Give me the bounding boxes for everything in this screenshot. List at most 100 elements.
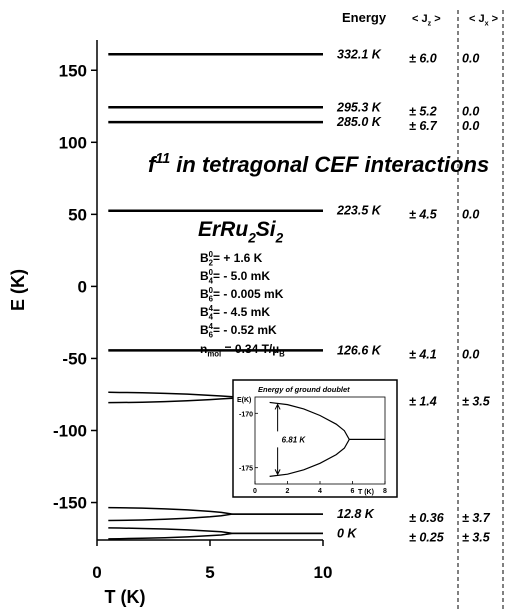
chart-title: f11 in tetragonal CEF interactions [148, 151, 489, 177]
level-jz: ± 4.1 [409, 347, 437, 361]
text-part: = - 0.005 mK [213, 287, 284, 301]
x-tick-label: 0 [92, 563, 101, 582]
y-axis-label: E (K) [8, 269, 28, 311]
text-part: 0 [209, 268, 214, 277]
text-part: 2 [209, 259, 214, 268]
inset-title: Energy of ground doublet [258, 385, 350, 394]
level-energy: 332.1 K [337, 47, 382, 61]
level-jz: ± 0.36 [409, 511, 445, 525]
level-energy: 0 K [337, 526, 357, 540]
y-tick-label: 0 [78, 277, 87, 296]
level-jx: ± 3.7 [462, 511, 491, 525]
text-part: n [200, 342, 207, 356]
inset-branch [269, 438, 385, 477]
text-part: = - 4.5 mK [213, 305, 270, 319]
table-header: Energy [342, 10, 387, 25]
inset-arrow [274, 403, 281, 476]
text-part: 6 [209, 295, 214, 304]
y-tick-label: 50 [68, 205, 87, 224]
text-part: < J [412, 13, 428, 25]
level-jz: ± 0.25 [409, 530, 445, 544]
text-part: mol [207, 350, 221, 359]
text-part: in tetragonal CEF interactions [170, 152, 489, 177]
text-part: > [431, 13, 440, 25]
text-part: z [428, 19, 432, 27]
level-energy: 223.5 K [336, 204, 382, 218]
text-part: = + 1.6 K [213, 251, 263, 265]
x-tick-label: 10 [314, 563, 333, 582]
inset-branch [269, 401, 385, 441]
x-tick-label: 5 [205, 563, 214, 582]
inset-annotation: 6.81 K [282, 435, 307, 444]
text-part: B [200, 251, 209, 265]
energy-level [108, 527, 323, 535]
text-part: 4 [209, 277, 214, 286]
text-part: = - 0.52 mK [213, 323, 277, 337]
cef-parameter: B0 4= - 5.0 mK [200, 268, 270, 285]
compound-label: ErRu2Si2 [198, 218, 284, 245]
inset-x-tick-label: 8 [383, 488, 387, 495]
level-jx: 0.0 [462, 347, 479, 361]
text-part: B [200, 287, 209, 301]
text-part: 4 [209, 313, 214, 322]
energy-level [108, 506, 323, 515]
level-jz: ± 6.7 [409, 119, 438, 133]
table-header: < Jz > [412, 13, 441, 27]
inset-frame [232, 379, 398, 498]
cef-parameter: B4 6= - 0.52 mK [200, 322, 277, 339]
text-part: 4 [209, 322, 214, 331]
y-tick-label: -100 [53, 421, 87, 440]
level-jz: ± 1.4 [409, 394, 437, 408]
text-part: B [200, 323, 209, 337]
text-part: = 0.34 T/µ [221, 342, 279, 356]
molecular-field: nmol = 0.34 T/µB [200, 342, 285, 359]
level-jz: ± 5.2 [409, 104, 437, 118]
y-tick-label: -50 [62, 349, 87, 368]
x-axis-label: T (K) [105, 587, 146, 607]
text-part: Si [256, 218, 277, 241]
level-jx: ± 3.5 [462, 530, 491, 544]
text-part: < J [469, 13, 485, 25]
y-tick-label: -150 [53, 494, 87, 513]
level-energy: 12.8 K [337, 507, 375, 521]
text-part: 2 [275, 230, 284, 245]
inset-x-label: T (K) [358, 489, 374, 496]
level-jz: ± 6.0 [409, 51, 437, 65]
text-part: 6 [209, 331, 214, 340]
inset-x-tick-label: 0 [253, 488, 257, 495]
table-header: < Jx > [469, 13, 498, 27]
cef-parameter: B0 6= - 0.005 mK [200, 286, 284, 303]
text-part: B [279, 350, 285, 359]
level-jx: 0.0 [462, 104, 479, 118]
text-part: x [485, 19, 489, 27]
level-jx: 0.0 [462, 119, 479, 133]
text-part: 2 [247, 230, 256, 245]
level-energy: 295.3 K [336, 100, 382, 114]
y-tick-label: 100 [59, 133, 87, 152]
text-part: = - 5.0 mK [213, 269, 270, 283]
text-part: B [200, 305, 209, 319]
energy-level-branch [108, 532, 323, 540]
cef-parameter: B4 4= - 4.5 mK [200, 304, 270, 321]
inset-x-tick-label: 2 [286, 488, 290, 495]
level-jz: ± 4.5 [409, 208, 438, 222]
text-part: 11 [155, 151, 170, 167]
y-tick-label: 150 [59, 61, 87, 80]
text-part: 0 [209, 286, 214, 295]
text-part: ErRu [198, 218, 248, 241]
inset-x-tick-label: 6 [351, 488, 355, 495]
text-part: 0 [209, 250, 214, 259]
level-energy: 285.0 K [336, 115, 382, 129]
level-jx: ± 3.5 [462, 394, 491, 408]
text-part: 4 [209, 304, 214, 313]
text-part: > [489, 13, 498, 25]
level-jx: 0.0 [462, 51, 479, 65]
inset-y-tick-label: -170 [239, 411, 253, 418]
inset-y-label: E(K) [237, 397, 251, 404]
inset-x-tick-label: 4 [318, 488, 322, 495]
level-jx: 0.0 [462, 208, 479, 222]
text-part: Energy [342, 10, 387, 25]
level-energy: 126.6 K [337, 343, 382, 357]
text-part: B [200, 269, 209, 283]
